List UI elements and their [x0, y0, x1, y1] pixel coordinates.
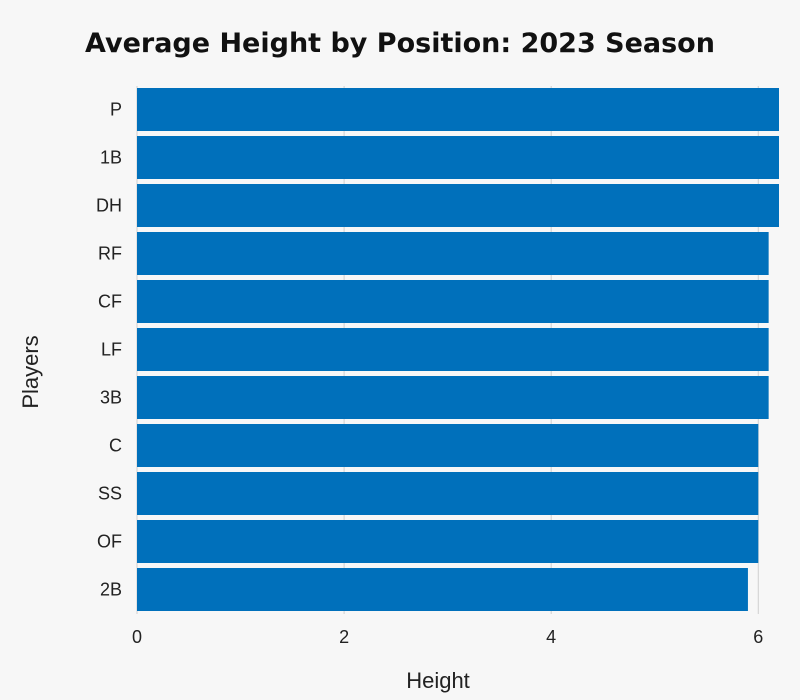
- x-tick-label: 4: [546, 627, 556, 647]
- y-tick-label: SS: [98, 484, 122, 504]
- y-tick-label: 3B: [100, 388, 122, 408]
- x-tick-label: 0: [132, 627, 142, 647]
- x-tick-label: 2: [339, 627, 349, 647]
- chart-title: Average Height by Position: 2023 Season: [85, 28, 715, 59]
- y-tick-label: RF: [98, 244, 122, 264]
- bar-3b: [137, 376, 769, 419]
- y-tick-label: 2B: [100, 580, 122, 600]
- x-axis-title: Height: [406, 668, 470, 693]
- y-tick-label: CF: [98, 292, 122, 312]
- bar-p: [137, 88, 779, 131]
- x-tick-label: 6: [753, 627, 763, 647]
- bar-rf: [137, 232, 769, 275]
- bar-lf: [137, 328, 769, 371]
- y-tick-label: OF: [97, 532, 122, 552]
- bar-c: [137, 424, 759, 467]
- bar-cf: [137, 280, 769, 323]
- bar-1b: [137, 136, 779, 179]
- y-tick-label: 1B: [100, 148, 122, 168]
- y-tick-label: C: [109, 436, 122, 456]
- bar-of: [137, 520, 759, 563]
- bar-ss: [137, 472, 759, 515]
- y-tick-label: LF: [101, 340, 122, 360]
- bar-2b: [137, 568, 748, 611]
- bar-dh: [137, 184, 779, 227]
- y-tick-label: DH: [96, 196, 122, 216]
- y-tick-label: P: [110, 100, 122, 120]
